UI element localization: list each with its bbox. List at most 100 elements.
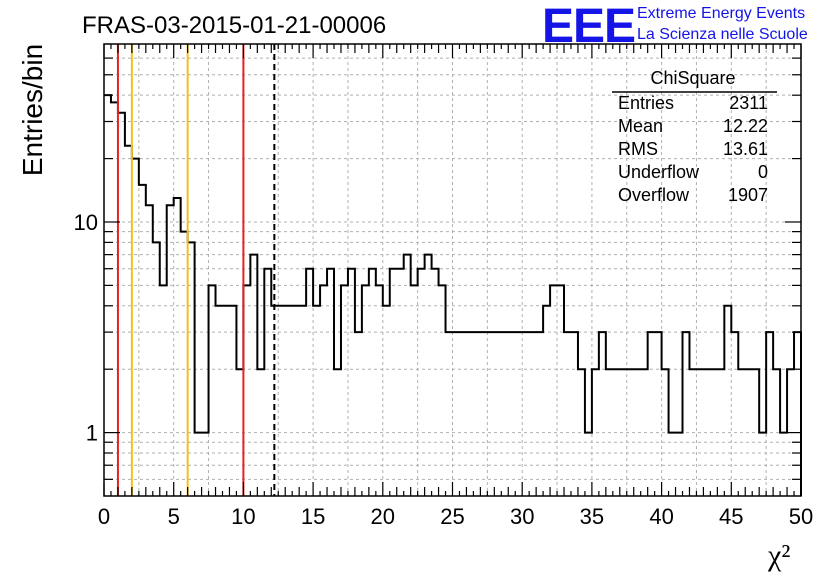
histogram-bin xyxy=(146,205,153,496)
histogram-bin xyxy=(425,255,432,496)
histogram-bin xyxy=(411,285,418,496)
histogram-bin xyxy=(794,332,801,496)
histogram-bin xyxy=(369,269,376,496)
histogram-bin xyxy=(710,369,717,496)
histogram-bin xyxy=(174,198,181,496)
histogram-bin xyxy=(299,306,306,496)
histogram-bin xyxy=(634,369,641,496)
histogram-bin xyxy=(202,433,209,496)
histogram-bin xyxy=(752,369,759,496)
histogram-bin xyxy=(731,332,738,496)
y-axis-label: Entries/bin xyxy=(17,44,48,176)
histogram-bin xyxy=(613,369,620,496)
y-tick-label: 10 xyxy=(74,210,98,235)
histogram-bin xyxy=(383,306,390,496)
histogram-bin xyxy=(780,433,787,496)
histogram-bin xyxy=(648,332,655,496)
histogram-bin xyxy=(627,369,634,496)
histogram-bin xyxy=(655,332,662,496)
histogram-bin xyxy=(578,369,585,496)
histogram-bin xyxy=(236,369,243,496)
x-tick-label: 45 xyxy=(719,504,743,529)
histogram-bin xyxy=(724,306,731,496)
stats-label: RMS xyxy=(618,139,658,159)
histogram-bin xyxy=(466,332,473,496)
histogram-bin xyxy=(557,285,564,496)
histogram-bin xyxy=(689,369,696,496)
histogram-bin xyxy=(738,369,745,496)
x-tick-label: 5 xyxy=(168,504,180,529)
histogram-bin xyxy=(376,285,383,496)
histogram-bin xyxy=(195,433,202,496)
histogram-bin xyxy=(515,332,522,496)
histogram-bin xyxy=(592,369,599,496)
histogram-bin xyxy=(480,332,487,496)
histogram-bin xyxy=(745,369,752,496)
histogram-bin xyxy=(501,332,508,496)
x-axis-label: χ² xyxy=(767,539,790,572)
histogram-bin xyxy=(529,332,536,496)
histogram-bin xyxy=(536,332,543,496)
stats-label: Mean xyxy=(618,116,663,136)
stats-label: Entries xyxy=(618,93,674,113)
x-tick-label: 0 xyxy=(98,504,110,529)
histogram-bin xyxy=(404,255,411,496)
histogram-bin xyxy=(181,232,188,496)
histogram-bin xyxy=(508,332,515,496)
histogram-bin xyxy=(585,433,592,496)
histogram-bin xyxy=(167,205,174,496)
histogram-bin xyxy=(229,306,236,496)
stats-value: 12.22 xyxy=(723,116,768,136)
histogram-series xyxy=(104,94,802,496)
x-tick-label: 15 xyxy=(301,504,325,529)
histogram-bin xyxy=(766,332,773,496)
stats-value: 2311 xyxy=(729,93,768,113)
x-tick-label: 50 xyxy=(789,504,813,529)
histogram-bin xyxy=(522,332,529,496)
histogram-bin xyxy=(418,269,425,496)
histogram-bin xyxy=(153,242,160,496)
histogram-bin xyxy=(676,433,683,496)
x-tick-label: 35 xyxy=(580,504,604,529)
histogram-bin xyxy=(132,159,139,496)
histogram-bin xyxy=(439,285,446,496)
histogram-bin xyxy=(453,332,460,496)
chart-title: FRAS-03-2015-01-21-00006 xyxy=(82,12,386,39)
histogram-bin xyxy=(494,332,501,496)
histogram-bin xyxy=(250,255,257,496)
histogram-bin xyxy=(669,433,676,496)
histogram-bin xyxy=(257,369,264,496)
histogram-bin xyxy=(683,332,690,496)
stats-label: Overflow xyxy=(618,185,690,205)
histogram-bin xyxy=(355,332,362,496)
histogram-bin xyxy=(285,306,292,496)
stats-value: 13.61 xyxy=(723,139,768,159)
stats-title: ChiSquare xyxy=(650,68,735,88)
histogram-bin xyxy=(216,306,223,496)
histogram-bin xyxy=(313,306,320,496)
axis-ticks: 0 5 10 15 20 25 30 35 40 45 50 1 10 xyxy=(74,44,813,529)
histogram-bin xyxy=(564,332,571,496)
x-tick-label: 20 xyxy=(371,504,395,529)
histogram-bin xyxy=(606,369,613,496)
stats-box: ChiSquare Entries 2311 Mean 12.22 RMS 13.61 Un… xyxy=(612,68,777,205)
histogram-bin xyxy=(104,95,111,496)
histogram-bin xyxy=(188,242,195,496)
histogram-bin xyxy=(459,332,466,496)
logo-line-1: Extreme Energy Events xyxy=(637,5,805,22)
histogram-bin xyxy=(599,332,606,496)
histogram-bin xyxy=(111,102,118,496)
x-tick-label: 40 xyxy=(649,504,673,529)
eee-logo: EEE Extreme Energy Events La Scienza nel… xyxy=(542,0,808,53)
histogram-bin xyxy=(550,285,557,496)
logo-line-2: La Scienza nelle Scuole xyxy=(637,26,808,43)
histogram-bin xyxy=(320,285,327,496)
histogram-outline xyxy=(104,94,802,496)
histogram-bin xyxy=(306,269,313,496)
histogram-bin xyxy=(160,285,167,496)
histogram-bin xyxy=(703,369,710,496)
histogram-bin xyxy=(243,285,250,496)
stats-value: 0 xyxy=(758,162,768,182)
